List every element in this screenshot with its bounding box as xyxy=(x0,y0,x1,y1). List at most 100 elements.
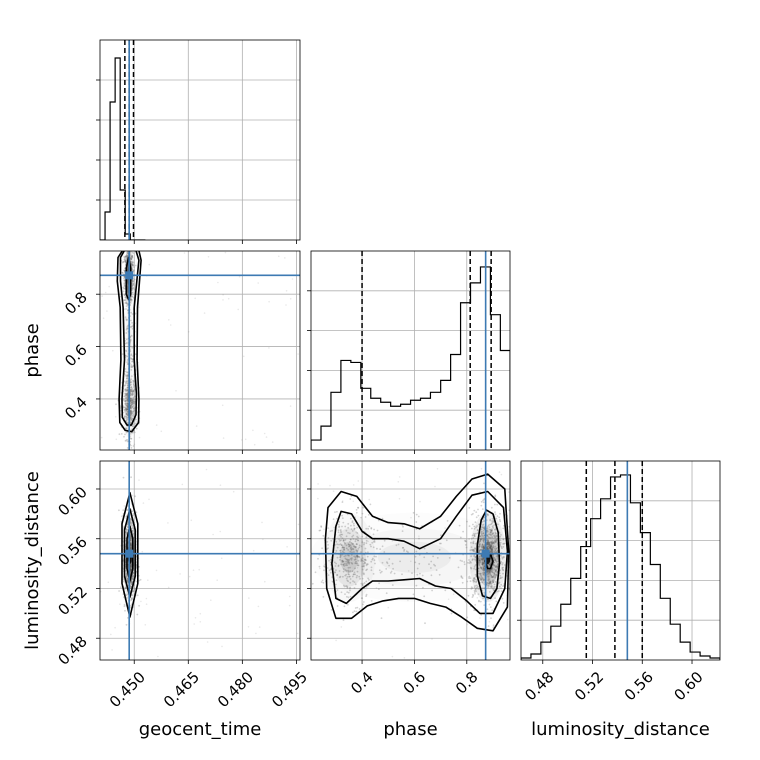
sample-point xyxy=(130,397,133,400)
sample-point xyxy=(479,566,482,569)
sample-point xyxy=(470,555,472,558)
sample-point xyxy=(490,548,493,551)
sample-point xyxy=(337,564,340,567)
sample-point xyxy=(502,566,504,569)
sample-point xyxy=(480,528,483,531)
sample-point xyxy=(130,566,133,569)
sample-point xyxy=(476,586,478,589)
sample-point xyxy=(129,414,132,416)
sample-point xyxy=(125,332,128,334)
sample-point xyxy=(131,263,134,266)
sample-point xyxy=(490,523,493,526)
sample-point xyxy=(216,579,218,581)
sample-point xyxy=(130,381,133,384)
sample-point xyxy=(494,532,497,535)
sample-point xyxy=(126,528,128,531)
sample-point xyxy=(478,557,481,560)
sample-point xyxy=(468,507,471,509)
sample-point xyxy=(123,280,126,282)
sample-point xyxy=(480,578,483,581)
sample-point xyxy=(339,549,342,552)
sample-point xyxy=(130,266,133,269)
sample-point xyxy=(343,548,345,551)
sample-point xyxy=(126,254,128,257)
x-tick-label-luminosity_distance: 0.60 xyxy=(670,668,706,704)
sample-point xyxy=(493,572,496,574)
sample-point xyxy=(488,571,491,574)
sample-point xyxy=(482,562,485,565)
sample-point xyxy=(323,528,325,531)
sample-point xyxy=(495,539,497,542)
sample-point xyxy=(344,557,347,560)
sample-point xyxy=(124,256,127,258)
sample-point xyxy=(478,541,481,543)
histogram-geocent_time xyxy=(100,57,146,240)
sample-point xyxy=(131,299,133,301)
sample-point xyxy=(285,304,287,306)
sample-point xyxy=(375,555,377,558)
sample-point xyxy=(127,286,129,289)
sample-point xyxy=(286,546,288,548)
sample-point xyxy=(489,573,491,575)
sample-point xyxy=(131,577,134,580)
sample-point xyxy=(123,269,125,272)
sample-point xyxy=(362,560,365,563)
sample-point xyxy=(133,572,135,574)
sample-point xyxy=(129,520,132,523)
sample-point xyxy=(470,567,473,570)
sample-point xyxy=(356,550,359,553)
sample-point xyxy=(490,541,493,544)
sample-point xyxy=(358,556,361,558)
sample-point xyxy=(123,435,125,438)
sample-point xyxy=(482,535,484,538)
sample-point xyxy=(434,564,436,567)
sample-point xyxy=(493,550,496,553)
sample-point xyxy=(255,632,257,635)
sample-point xyxy=(126,267,129,269)
sample-point xyxy=(341,561,344,563)
sample-point xyxy=(127,289,129,292)
sample-point xyxy=(126,408,129,411)
sample-point xyxy=(136,594,139,597)
sample-point xyxy=(385,568,388,570)
sample-point xyxy=(488,576,490,579)
sample-point xyxy=(132,401,134,404)
sample-point xyxy=(354,607,357,609)
sample-point xyxy=(480,567,483,570)
sample-point xyxy=(493,528,496,531)
sample-point xyxy=(446,520,449,522)
sample-point xyxy=(199,612,202,615)
sample-point xyxy=(386,562,389,565)
sample-point xyxy=(322,581,325,584)
sample-point xyxy=(334,583,337,586)
sample-point xyxy=(127,393,129,396)
sample-point xyxy=(115,403,117,406)
sample-point xyxy=(341,559,344,562)
contour-1 xyxy=(476,509,501,600)
sample-point xyxy=(472,550,475,553)
sample-point xyxy=(125,257,128,260)
sample-point xyxy=(474,551,477,553)
sample-point xyxy=(132,529,134,532)
sample-point xyxy=(129,398,132,400)
sample-point xyxy=(351,562,354,565)
sample-point xyxy=(460,575,463,578)
sample-point xyxy=(479,572,482,575)
sample-point xyxy=(365,595,367,597)
sample-point xyxy=(132,512,135,515)
sample-point xyxy=(132,423,135,425)
sample-point xyxy=(445,539,448,542)
sample-point xyxy=(414,561,417,564)
sample-point xyxy=(511,562,513,564)
sample-point xyxy=(131,256,133,259)
sample-point xyxy=(368,525,371,528)
sample-point xyxy=(131,530,134,532)
sample-point xyxy=(491,576,494,579)
sample-point xyxy=(471,558,474,560)
sample-point xyxy=(495,535,498,537)
sample-point xyxy=(470,586,473,589)
sample-point xyxy=(486,529,489,532)
sample-point xyxy=(219,484,222,487)
sample-point xyxy=(133,413,135,416)
sample-point xyxy=(337,565,340,568)
